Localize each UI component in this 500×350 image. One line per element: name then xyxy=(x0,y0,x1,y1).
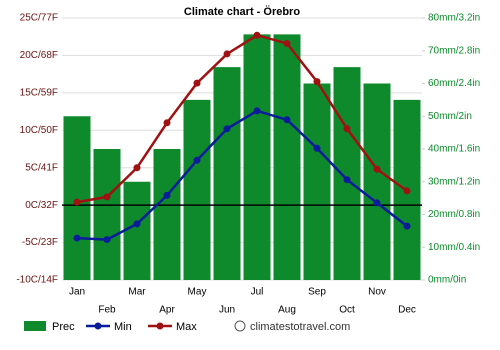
bar xyxy=(63,116,91,280)
bar xyxy=(333,67,361,280)
point xyxy=(403,222,411,230)
bar xyxy=(213,67,241,280)
bar xyxy=(153,149,181,280)
y2-tick-label: 0mm/0in xyxy=(428,275,466,286)
point xyxy=(253,31,261,39)
point xyxy=(73,234,81,242)
point xyxy=(223,125,231,133)
point xyxy=(373,199,381,207)
point xyxy=(103,193,111,201)
legend-swatch xyxy=(94,322,102,330)
bar xyxy=(303,83,331,280)
y2-tick-label: 80mm/3.2in xyxy=(428,13,480,24)
y2-tick-label: 40mm/1.6in xyxy=(428,144,480,155)
x-tick-label: Feb xyxy=(98,305,116,316)
point xyxy=(163,119,171,127)
x-tick-label: Nov xyxy=(368,287,386,298)
point xyxy=(343,125,351,133)
point xyxy=(403,187,411,195)
y-tick-label: -10C/14F xyxy=(16,275,58,286)
x-tick-label: Jul xyxy=(251,287,264,298)
bar xyxy=(183,99,211,280)
point xyxy=(253,107,261,115)
point xyxy=(223,50,231,58)
y-tick-label: 20C/68F xyxy=(20,50,58,61)
y2-tick-label: 20mm/0.8in xyxy=(428,209,480,220)
chart-title: Climate chart - Örebro xyxy=(184,5,300,18)
line xyxy=(76,109,408,241)
y-tick-label: 15C/59F xyxy=(20,87,58,98)
point xyxy=(103,236,111,244)
legend-label: Max xyxy=(176,321,197,333)
y-tick-label: -5C/23F xyxy=(22,237,58,248)
point xyxy=(313,78,321,86)
x-tick-label: Sep xyxy=(308,287,326,298)
y2-tick-label: 60mm/2.4in xyxy=(428,78,480,89)
x-tick-label: Mar xyxy=(128,287,146,298)
y-tick-label: 25C/77F xyxy=(20,13,58,24)
y2-tick-label: 50mm/2in xyxy=(428,111,472,122)
x-tick-label: Dec xyxy=(398,305,416,316)
x-tick-label: Jan xyxy=(69,287,85,298)
bar xyxy=(273,34,301,280)
x-tick-label: Oct xyxy=(339,305,355,316)
legend-label: Min xyxy=(114,321,132,333)
point xyxy=(133,220,141,228)
bar xyxy=(93,149,121,280)
point xyxy=(193,79,201,87)
point xyxy=(283,39,291,47)
x-tick-label: Jun xyxy=(219,305,235,316)
y2-tick-label: 10mm/0.4in xyxy=(428,242,480,253)
x-tick-label: Apr xyxy=(159,305,175,316)
point xyxy=(193,156,201,164)
x-tick-label: Aug xyxy=(278,305,296,316)
bar xyxy=(363,83,391,280)
y2-tick-label: 30mm/1.2in xyxy=(428,176,480,187)
y-tick-label: 10C/50F xyxy=(20,125,58,136)
x-tick-label: May xyxy=(188,287,207,298)
point xyxy=(133,164,141,172)
line xyxy=(76,33,408,204)
point xyxy=(73,198,81,206)
point xyxy=(373,165,381,173)
source-icon xyxy=(234,320,246,332)
bar xyxy=(123,181,151,280)
point xyxy=(343,176,351,184)
point xyxy=(313,144,321,152)
point xyxy=(283,116,291,124)
y2-tick-label: 70mm/2.8in xyxy=(428,45,480,56)
bar xyxy=(243,34,271,280)
y-tick-label: 0C/32F xyxy=(25,200,58,211)
legend-swatch xyxy=(24,321,46,331)
point xyxy=(163,191,171,199)
y-tick-label: 5C/41F xyxy=(25,162,58,173)
source: climatestotravel.com xyxy=(250,321,350,333)
legend-swatch xyxy=(156,322,164,330)
legend-label: Prec xyxy=(52,321,75,333)
